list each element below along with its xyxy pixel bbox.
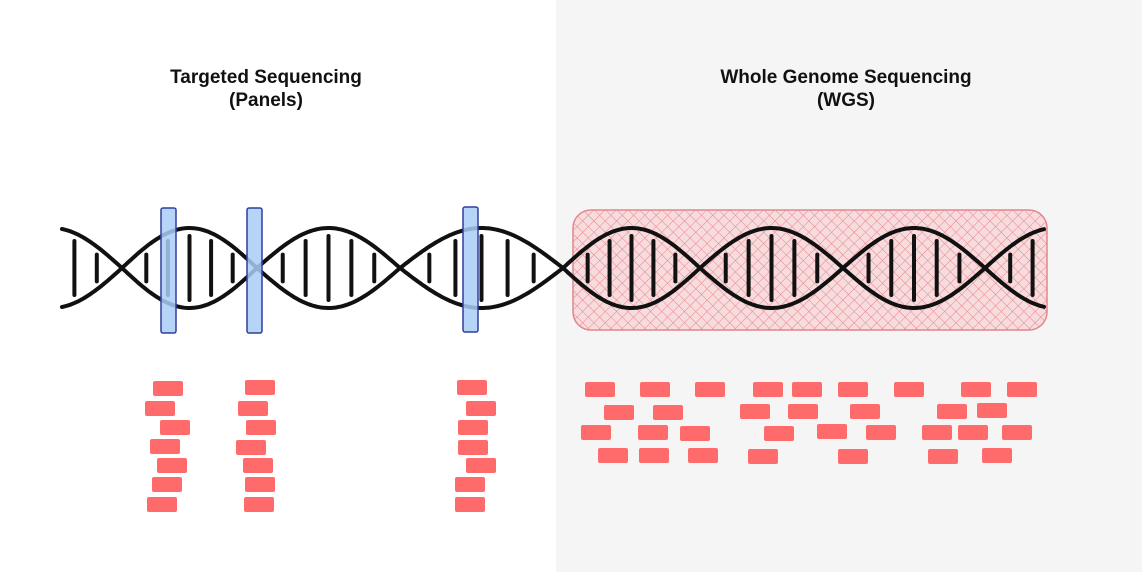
sequencing-read [153, 381, 183, 396]
target-region-bar [246, 207, 263, 334]
sequencing-read [246, 420, 276, 435]
sequencing-read [753, 382, 783, 397]
sequencing-read [458, 440, 488, 455]
sequencing-read [581, 425, 611, 440]
sequencing-read [922, 425, 952, 440]
title-line: Targeted Sequencing [170, 67, 362, 88]
sequencing-read [236, 440, 266, 455]
sequencing-read [866, 425, 896, 440]
sequencing-read [466, 401, 496, 416]
sequencing-read [245, 477, 275, 492]
sequencing-read [680, 426, 710, 441]
sequencing-read [152, 477, 182, 492]
sequencing-read [748, 449, 778, 464]
sequencing-read [838, 449, 868, 464]
sequencing-read [695, 382, 725, 397]
sequencing-read [150, 439, 180, 454]
title-line: Whole Genome Sequencing [720, 67, 972, 88]
sequencing-read [598, 448, 628, 463]
sequencing-read [788, 404, 818, 419]
sequencing-read [238, 401, 268, 416]
sequencing-read [958, 425, 988, 440]
sequencing-read [160, 420, 190, 435]
wgs-title: Whole Genome Sequencing (WGS) [636, 66, 1056, 112]
dna-strand [60, 226, 1046, 310]
sequencing-read [1002, 425, 1032, 440]
sequencing-read [455, 497, 485, 512]
sequencing-read [688, 448, 718, 463]
sequencing-read [458, 420, 488, 435]
sequencing-read [145, 401, 175, 416]
sequencing-read [585, 382, 615, 397]
dna-strand [60, 226, 1046, 310]
sequencing-read [838, 382, 868, 397]
sequencing-read [653, 405, 683, 420]
dna-helix [60, 226, 1046, 310]
target-region-bar [462, 206, 479, 333]
sequencing-read [1007, 382, 1037, 397]
sequencing-read [245, 380, 275, 395]
sequencing-read [740, 404, 770, 419]
sequencing-read [850, 404, 880, 419]
sequencing-read [764, 426, 794, 441]
sequencing-read [147, 497, 177, 512]
sequencing-read [455, 477, 485, 492]
sequencing-read [243, 458, 273, 473]
sequencing-read [604, 405, 634, 420]
targeted-sequencing-title: Targeted Sequencing (Panels) [56, 66, 476, 112]
wgs-region [572, 209, 1048, 331]
sequencing-read [466, 458, 496, 473]
sequencing-read [982, 448, 1012, 463]
sequencing-read [817, 424, 847, 439]
sequencing-read [937, 404, 967, 419]
sequencing-read [639, 448, 669, 463]
sequencing-read [157, 458, 187, 473]
sequencing-read [894, 382, 924, 397]
sequencing-read [640, 382, 670, 397]
sequencing-read [961, 382, 991, 397]
target-region-bar [160, 207, 177, 334]
sequencing-read [928, 449, 958, 464]
sequencing-read [457, 380, 487, 395]
sequencing-read [977, 403, 1007, 418]
sequencing-read [792, 382, 822, 397]
title-subline: (Panels) [229, 90, 303, 111]
sequencing-read [244, 497, 274, 512]
title-subline: (WGS) [816, 90, 876, 111]
sequencing-read [638, 425, 668, 440]
